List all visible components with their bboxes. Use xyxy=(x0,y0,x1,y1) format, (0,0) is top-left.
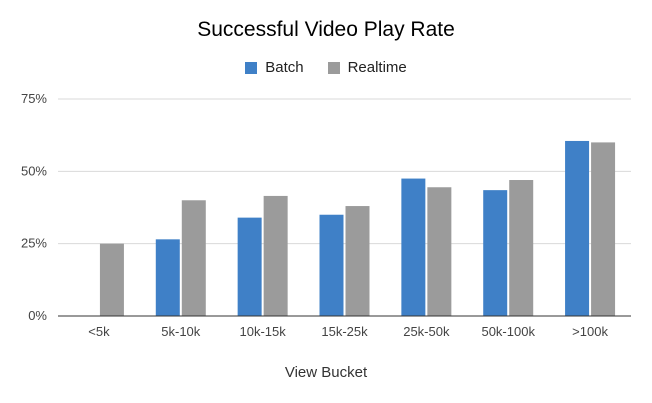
bar-batch xyxy=(237,217,262,316)
bar-realtime xyxy=(345,206,370,316)
y-tick-label: 0% xyxy=(28,308,47,323)
bar-realtime xyxy=(181,200,206,316)
x-tick-label: 50k-100k xyxy=(481,324,535,339)
bar-batch xyxy=(319,214,344,316)
bar-realtime xyxy=(99,243,124,316)
x-tick-label: <5k xyxy=(88,324,110,339)
legend-swatch-realtime xyxy=(327,61,340,74)
chart-title: Successful Video Play Rate xyxy=(197,18,455,41)
x-tick-label: >100k xyxy=(572,324,608,339)
x-tick-label: 5k-10k xyxy=(161,324,201,339)
legend-swatch-batch xyxy=(245,61,258,74)
legend: Batch Realtime xyxy=(0,59,652,76)
bar-realtime xyxy=(509,180,534,316)
bar-batch xyxy=(565,140,590,316)
x-axis-title: View Bucket xyxy=(284,364,368,381)
bar-realtime xyxy=(263,195,288,316)
x-tick-label: 10k-15k xyxy=(240,324,287,339)
y-tick-label: 50% xyxy=(21,163,47,178)
legend-item-batch: Batch xyxy=(245,59,304,76)
bar-batch xyxy=(155,239,180,316)
y-tick-label: 75% xyxy=(21,91,47,106)
legend-label-batch: Batch xyxy=(265,59,304,76)
bar-batch xyxy=(483,190,508,316)
y-tick-label: 25% xyxy=(21,236,47,251)
x-tick-label: 15k-25k xyxy=(321,324,368,339)
bar-realtime xyxy=(427,187,452,316)
bar-batch xyxy=(401,178,426,316)
bar-realtime xyxy=(591,142,616,316)
legend-item-realtime: Realtime xyxy=(327,59,407,76)
x-tick-label: 25k-50k xyxy=(403,324,450,339)
legend-label-realtime: Realtime xyxy=(347,59,407,76)
